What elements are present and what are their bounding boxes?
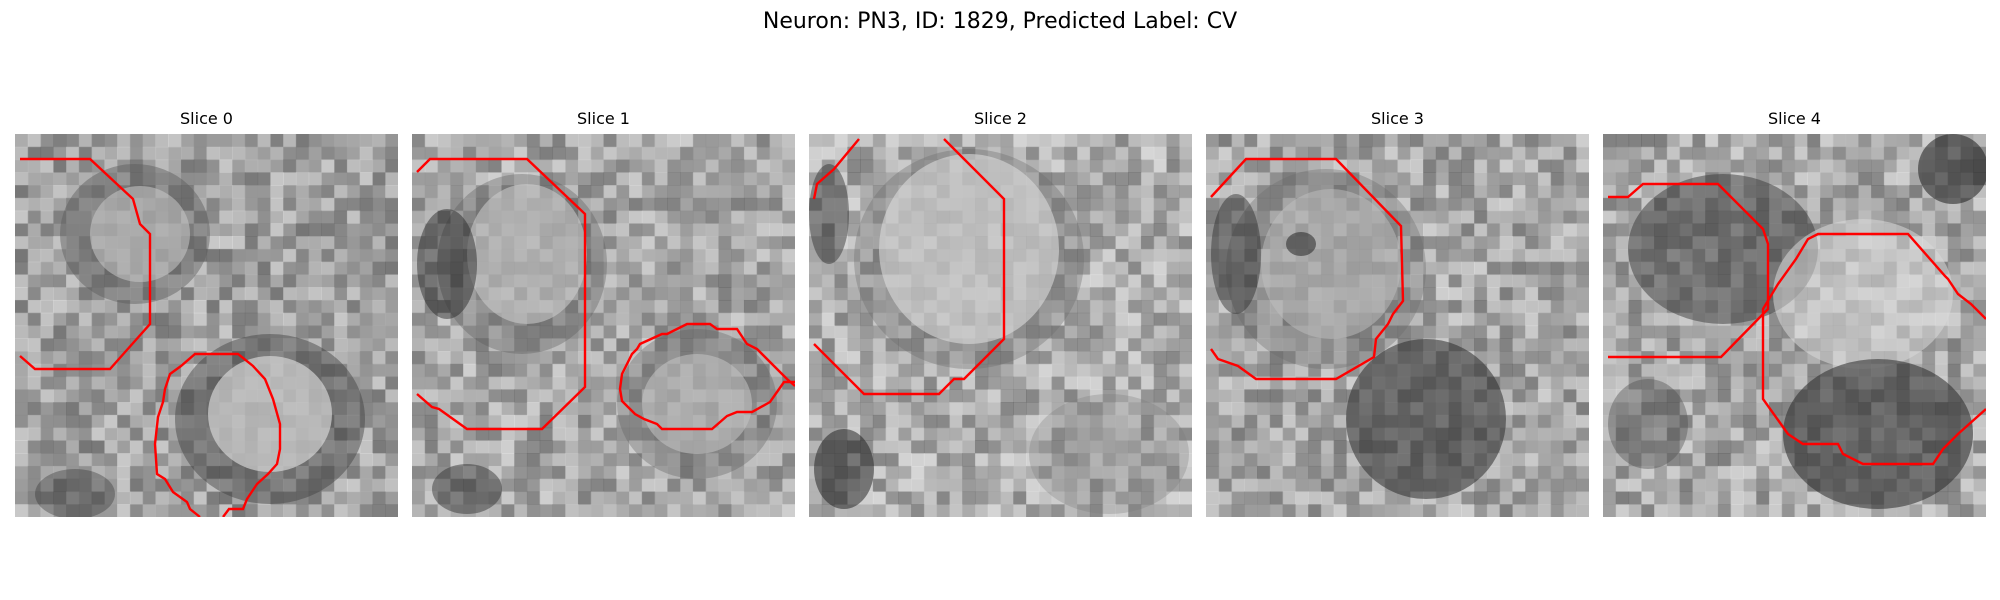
slice-title: Slice 1 (577, 109, 630, 128)
slice-image-3 (1206, 134, 1589, 517)
slice-image-0 (15, 134, 398, 517)
slice-image-1 (412, 134, 795, 517)
slice-title: Slice 0 (180, 109, 233, 128)
slice-image-2 (809, 134, 1192, 517)
slice-image-4 (1603, 134, 1986, 517)
figure-title: Neuron: PN3, ID: 1829, Predicted Label: … (762, 9, 1238, 34)
slice-title: Slice 4 (1768, 109, 1821, 128)
slice-title: Slice 2 (974, 109, 1027, 128)
slice-title: Slice 3 (1371, 109, 1424, 128)
